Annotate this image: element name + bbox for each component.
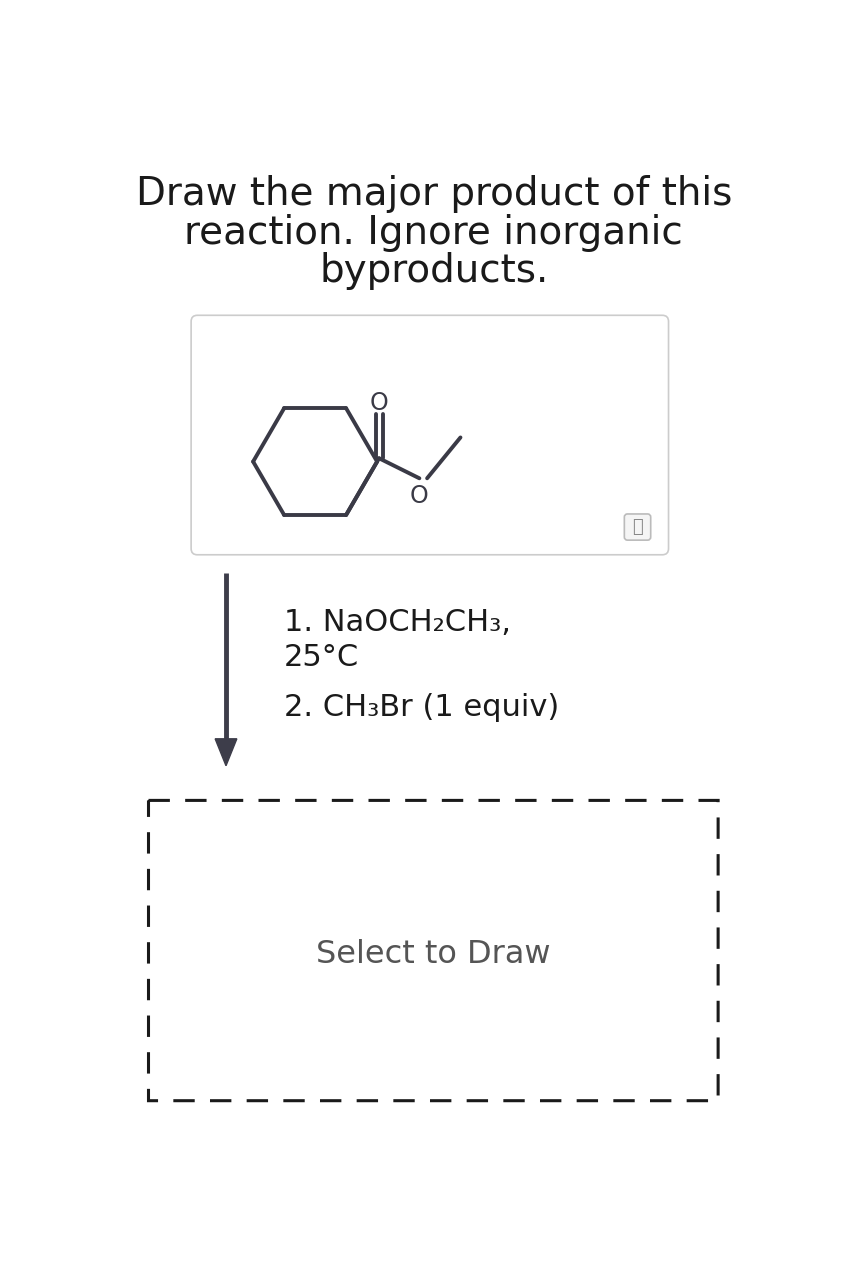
Text: 2. CH₃Br (1 equiv): 2. CH₃Br (1 equiv) <box>284 692 559 722</box>
FancyBboxPatch shape <box>148 800 718 1101</box>
Text: O: O <box>369 390 389 415</box>
FancyBboxPatch shape <box>624 515 650 540</box>
Text: ⌕: ⌕ <box>632 518 643 536</box>
Text: O: O <box>410 484 429 508</box>
Text: Select to Draw: Select to Draw <box>317 940 551 970</box>
Text: 1. NaOCH₂CH₃,: 1. NaOCH₂CH₃, <box>284 608 511 637</box>
FancyBboxPatch shape <box>191 315 668 554</box>
Text: 25°C: 25°C <box>284 643 359 672</box>
Text: byproducts.: byproducts. <box>319 252 548 291</box>
Text: reaction. Ignore inorganic: reaction. Ignore inorganic <box>185 214 683 252</box>
Text: Draw the major product of this: Draw the major product of this <box>136 175 732 214</box>
Polygon shape <box>215 739 237 765</box>
